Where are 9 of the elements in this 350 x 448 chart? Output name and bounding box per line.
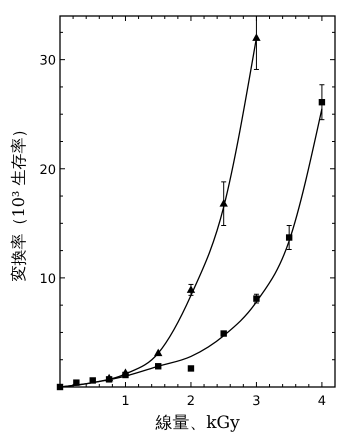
y-tick-label: 20 bbox=[39, 162, 56, 178]
x-tick-label: 4 bbox=[318, 394, 326, 409]
x-tick-label: 1 bbox=[121, 394, 130, 409]
y-tick-label: 10 bbox=[39, 272, 56, 287]
x-tick-label: 2 bbox=[186, 394, 196, 409]
x-tick-label: 3 bbox=[252, 394, 261, 409]
x-axis-title: 線量、kGy bbox=[154, 413, 240, 433]
y-tick-label: 30 bbox=[39, 54, 56, 69]
y-axis-title: 変換率（10³ 生存率） bbox=[9, 122, 28, 282]
